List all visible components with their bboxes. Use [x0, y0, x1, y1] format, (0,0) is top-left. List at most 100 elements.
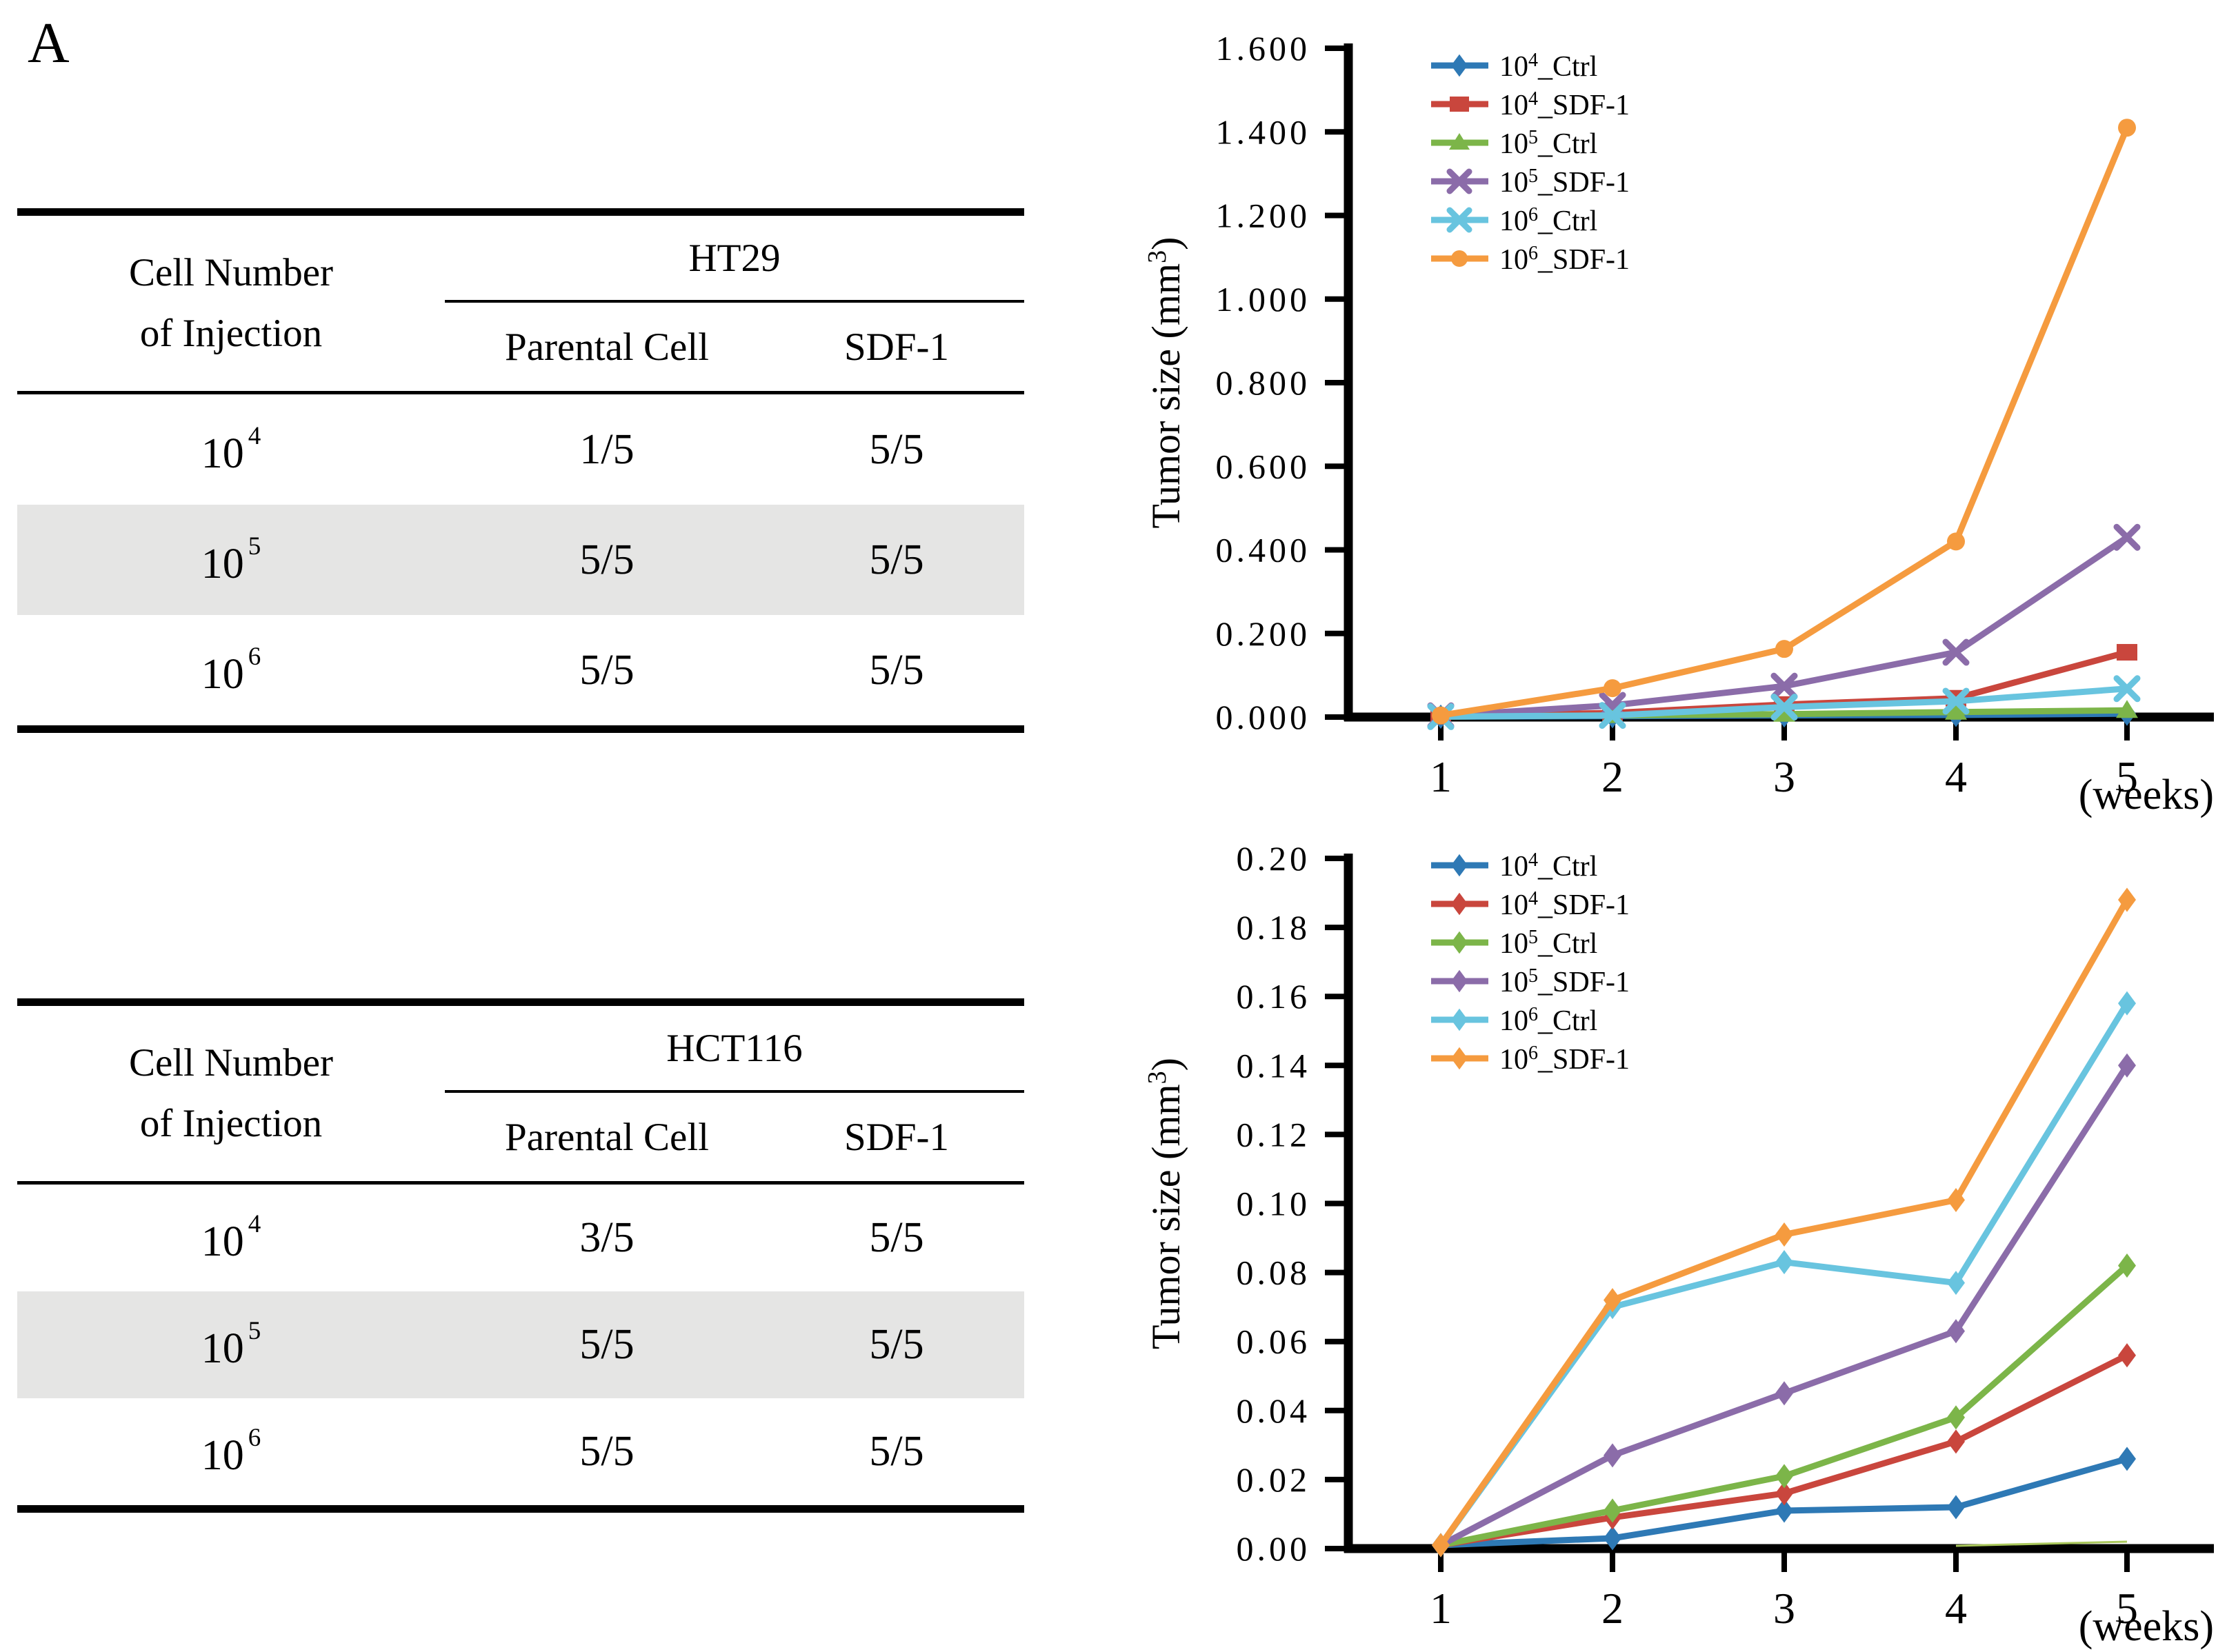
x-tick-label: 4 — [1945, 752, 1967, 801]
table-row: 10 4 3/5 5/5 — [17, 1185, 1024, 1291]
legend-marker-10⁶_SDF-1 — [1451, 250, 1468, 267]
y-tick-label: 0.20 — [1237, 839, 1311, 878]
cell-number: 10 6 — [201, 642, 261, 698]
y-tick-label: 0.400 — [1216, 531, 1311, 570]
cell-sdf-value: 5/5 — [869, 1428, 924, 1475]
table-row: 10 6 5/5 5/5 — [17, 1398, 1024, 1505]
data-marker-10⁵_SDF-1 — [2113, 523, 2141, 551]
x-tick-label: 5 — [2116, 752, 2138, 801]
col-header-sdf1: SDF-1 — [843, 325, 950, 369]
cell-parental-value: 5/5 — [579, 646, 635, 694]
y-tick-label: 0.800 — [1216, 363, 1311, 402]
data-marker-10⁴_Ctrl — [1947, 1495, 1965, 1520]
data-marker-10⁶_SDF-1 — [1947, 532, 1965, 551]
data-marker-10⁶_SDF-1 — [2118, 119, 2136, 137]
y-tick-label: 0.000 — [1216, 698, 1311, 736]
legend-label-10⁵_Ctrl: 105_Ctrl — [1499, 927, 1597, 960]
y-tick-label: 0.14 — [1237, 1046, 1311, 1085]
exponent: 4 — [248, 421, 261, 450]
data-marker-10⁴_Ctrl — [2118, 1447, 2136, 1471]
data-marker-10⁶_Ctrl — [1947, 1271, 1965, 1296]
cell-sdf-value: 5/5 — [869, 1321, 924, 1368]
x-tick-label: 3 — [1773, 752, 1795, 801]
y-tick-label: 0.00 — [1237, 1529, 1311, 1568]
column-group: HT29 Parental Cell SDF-1 — [445, 216, 1024, 391]
column-group: HCT116 Parental Cell SDF-1 — [445, 1006, 1024, 1181]
legend-label-10⁶_SDF-1: 106_SDF-1 — [1499, 243, 1630, 276]
y-tick-label: 0.08 — [1237, 1253, 1311, 1292]
cell-parental-value: 5/5 — [579, 536, 635, 583]
legend-marker-10⁴_SDF-1 — [1451, 892, 1468, 916]
data-marker-10⁵_Ctrl — [1947, 1405, 1965, 1430]
col-header-parental: Parental Cell — [505, 325, 709, 369]
col-header-sdf1: SDF-1 — [843, 1115, 950, 1159]
data-marker-10⁵_SDF-1 — [1604, 1443, 1621, 1468]
table-row: 10 4 1/5 5/5 — [17, 394, 1024, 505]
row-header-line1: Cell Number — [128, 1040, 334, 1085]
legend-marker-10⁶_SDF-1 — [1451, 1047, 1468, 1070]
y-tick-label: 0.18 — [1237, 908, 1311, 947]
y-tick-label: 0.12 — [1237, 1115, 1311, 1154]
table-hct116: Cell Number of Injection HCT116 Parental… — [17, 998, 1024, 1513]
data-marker-10⁵_SDF-1 — [1947, 1319, 1965, 1344]
x-tick-label: 4 — [1945, 1584, 1967, 1633]
legend-marker-10⁴_SDF-1 — [1450, 97, 1469, 112]
col-header-parental: Parental Cell — [505, 1115, 709, 1159]
y-tick-label: 1.000 — [1216, 280, 1311, 319]
data-marker-10⁴_SDF-1 — [2117, 644, 2137, 661]
x-axis-label: (weeks) — [2079, 1603, 2214, 1650]
table-row: 10 5 5/5 5/5 — [17, 505, 1024, 615]
artifact-line — [1955, 1540, 2128, 1547]
sub-headers: Parental Cell SDF-1 — [445, 1093, 1024, 1181]
legend-label-10⁴_SDF-1: 104_SDF-1 — [1499, 888, 1630, 921]
legend-marker-10⁶_Ctrl — [1446, 207, 1472, 233]
data-marker-10⁶_Ctrl — [1770, 693, 1798, 721]
legend-label-10⁴_Ctrl: 104_Ctrl — [1499, 50, 1597, 83]
line-chart-ht29: 0.000 0.200 0.400 0.600 0.800 1.000 1.200 1.400… — [1143, 29, 2214, 818]
cell-parental-value: 3/5 — [579, 1214, 635, 1261]
row-header-line1: Cell Number — [128, 250, 334, 294]
data-marker-10⁴_SDF-1 — [2118, 1343, 2136, 1368]
group-title: HT29 — [445, 216, 1024, 303]
table-ht29: Cell Number of Injection HT29 Parental C… — [17, 208, 1024, 733]
row-header-line2: of Injection — [139, 312, 323, 355]
exponent: 4 — [248, 1210, 261, 1238]
y-tick-label: 1.600 — [1216, 29, 1311, 68]
sub-headers: Parental Cell SDF-1 — [445, 303, 1024, 391]
exponent: 5 — [248, 532, 261, 561]
data-marker-10⁵_Ctrl — [1945, 701, 1967, 720]
line-chart-hct116: 0.00 0.02 0.04 0.06 0.08 0.10 0.12 0.14 0.16 0.18… — [1143, 839, 2214, 1650]
y-axis-label: Tumor size (mm3) — [1143, 237, 1188, 529]
cell-parental-value: 1/5 — [579, 425, 635, 473]
data-marker-10⁶_Ctrl — [2118, 991, 2136, 1016]
data-marker-10⁶_Ctrl — [1775, 1250, 1793, 1275]
exponent: 6 — [248, 642, 261, 671]
x-tick-label: 3 — [1773, 1584, 1795, 1633]
data-marker-10⁶_Ctrl — [2113, 675, 2141, 703]
data-marker-10⁵_SDF-1 — [1942, 638, 1970, 666]
y-tick-label: 1.400 — [1216, 112, 1311, 151]
cell-sdf-value: 5/5 — [869, 646, 924, 694]
y-tick-label: 0.10 — [1237, 1185, 1311, 1223]
table-hct116-header: Cell Number of Injection HCT116 Parental… — [17, 1006, 1024, 1185]
cell-sdf-value: 5/5 — [869, 536, 924, 583]
cell-sdf-value: 5/5 — [869, 425, 924, 473]
data-marker-10⁶_SDF-1 — [1775, 1222, 1793, 1247]
legend-label-10⁶_Ctrl: 106_Ctrl — [1499, 1004, 1597, 1037]
y-tick-label: 0.04 — [1237, 1391, 1311, 1430]
data-marker-10⁶_SDF-1 — [1432, 706, 1450, 725]
x-tick-label: 1 — [1430, 752, 1452, 801]
cell-number: 10 6 — [201, 1424, 261, 1479]
panel-letter: A — [28, 11, 70, 75]
cell-number: 10 5 — [201, 1317, 261, 1372]
cell-parental-value: 5/5 — [579, 1428, 635, 1475]
exponent: 6 — [248, 1424, 261, 1452]
table-row: 10 5 5/5 5/5 — [17, 1291, 1024, 1398]
data-marker-10⁶_Ctrl — [1599, 702, 1626, 729]
legend-label-10⁶_SDF-1: 106_SDF-1 — [1499, 1042, 1630, 1076]
y-tick-label: 1.200 — [1216, 197, 1311, 235]
x-tick-label: 2 — [1601, 752, 1624, 801]
y-tick-label: 0.200 — [1216, 614, 1311, 653]
legend-label-10⁴_Ctrl: 104_Ctrl — [1499, 849, 1597, 883]
